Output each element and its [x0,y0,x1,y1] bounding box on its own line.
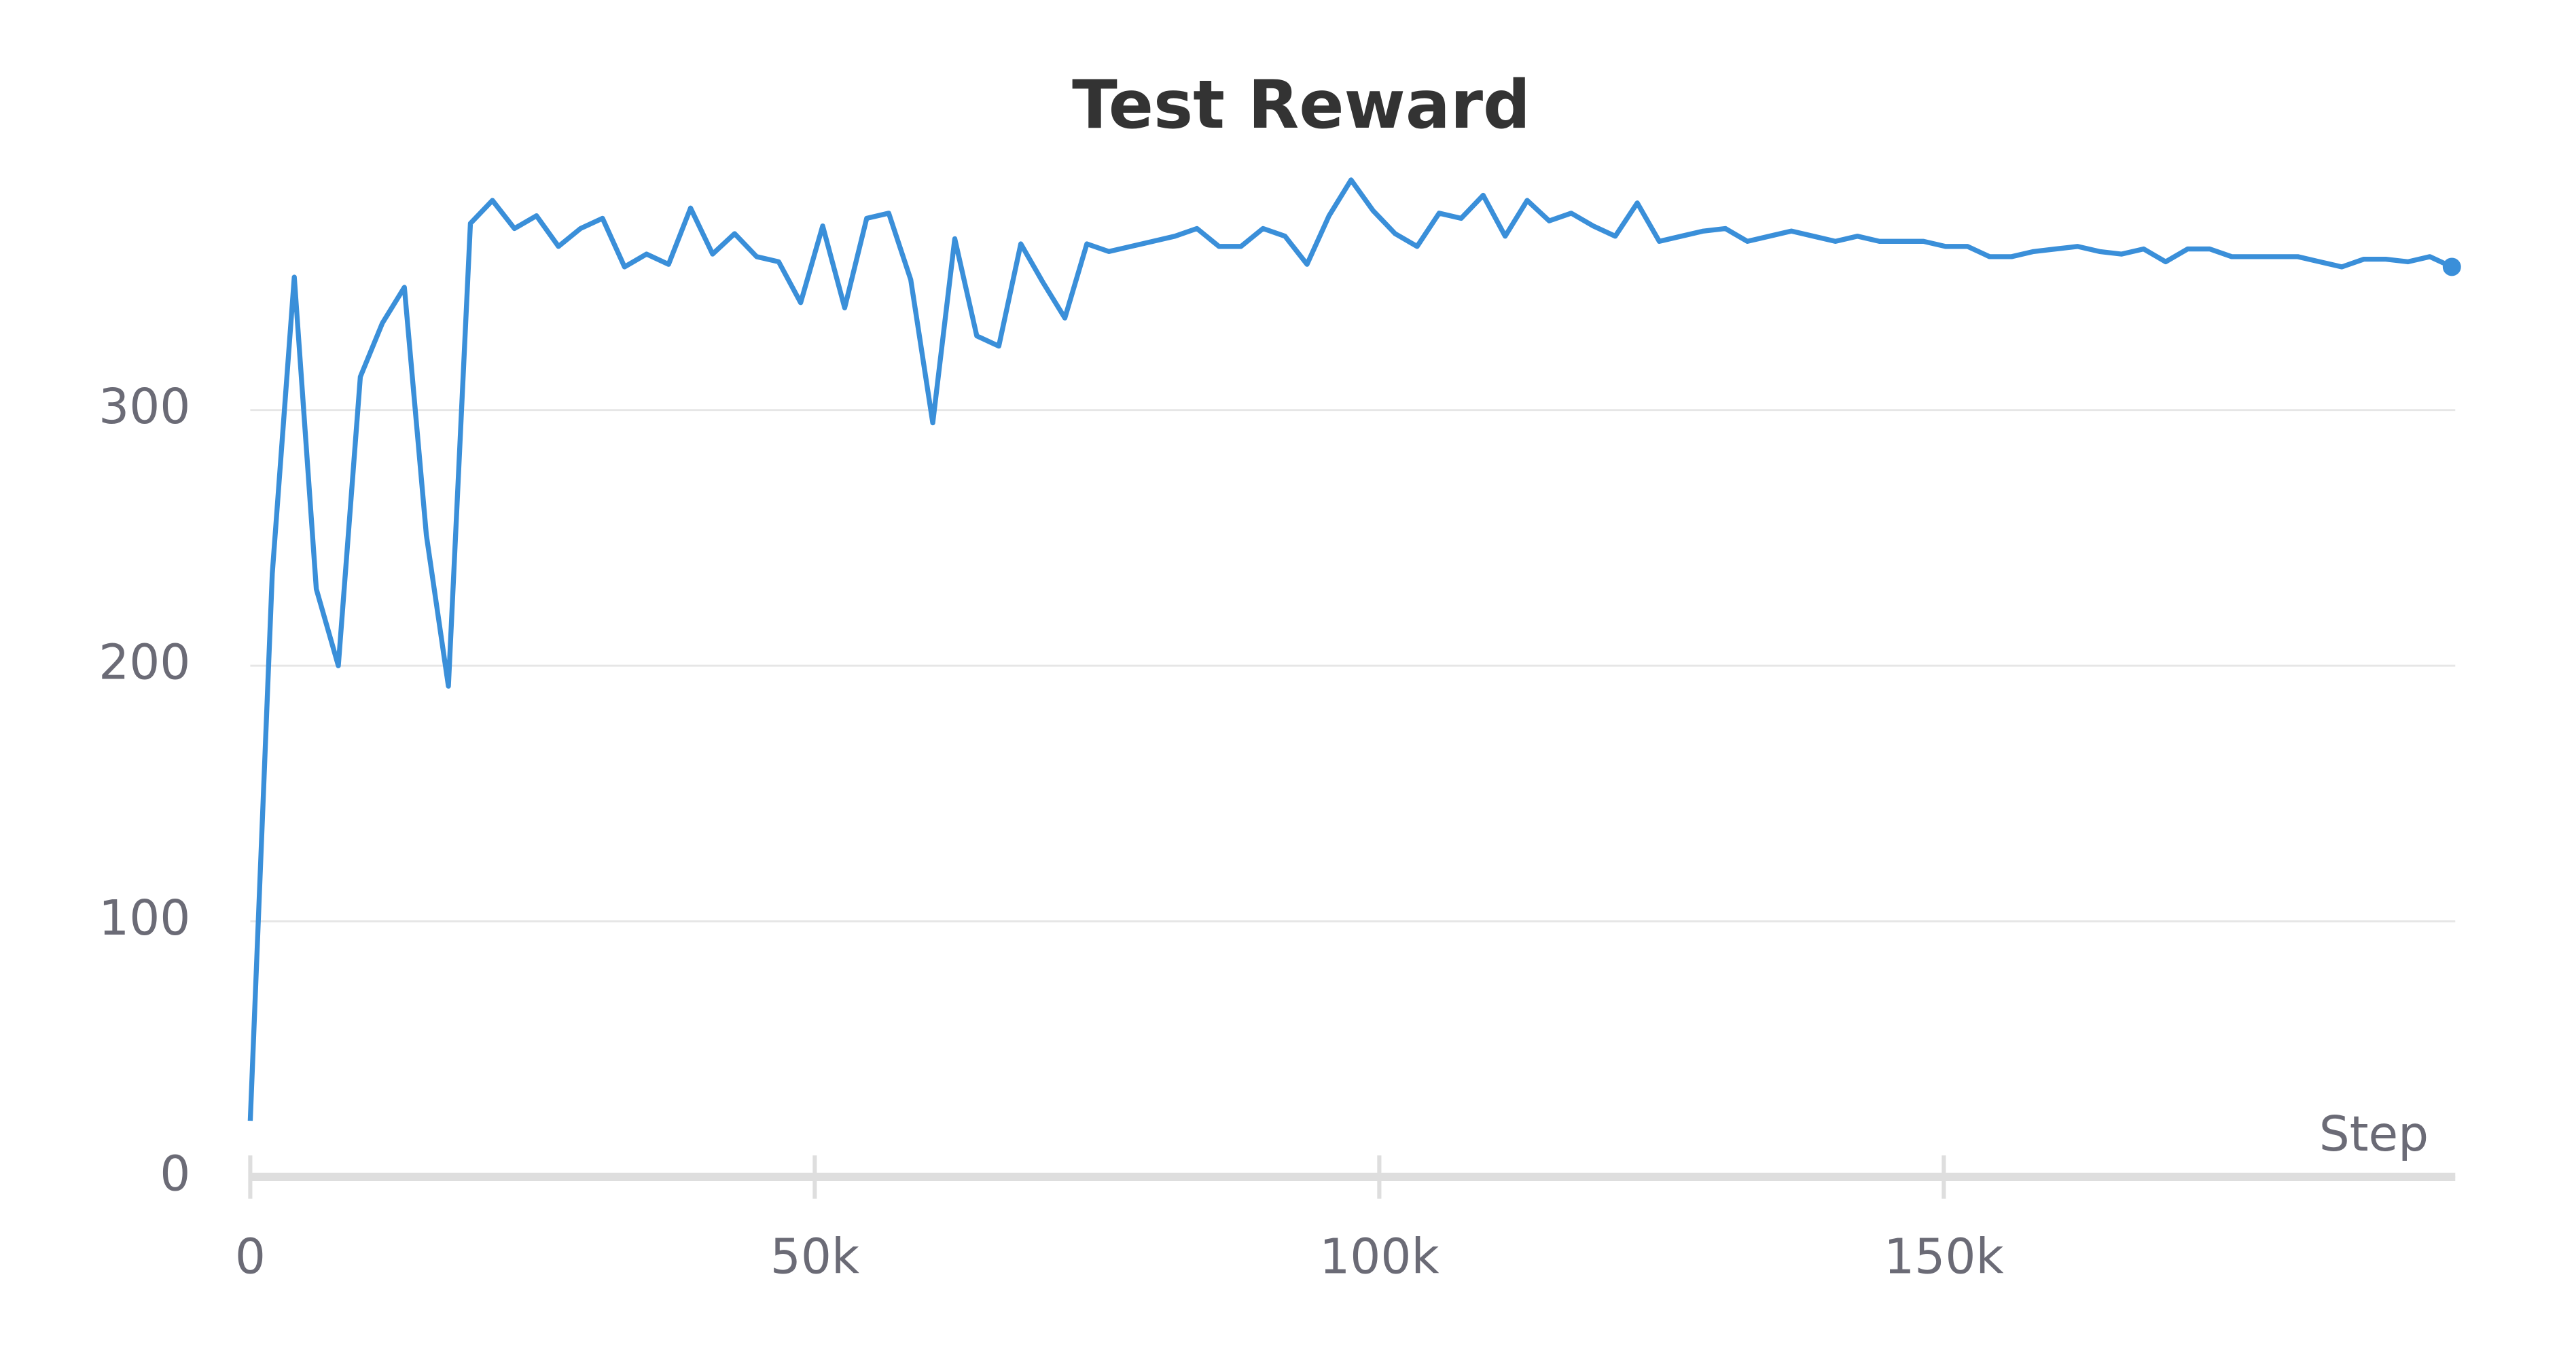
y-tick-label: 0 [160,1145,190,1202]
x-tick-label: 100k [1319,1229,1439,1285]
x-tick-label: 0 [235,1229,266,1285]
y-tick-label: 100 [99,890,190,946]
x-tick-label: 50k [770,1229,859,1285]
series-line [247,177,2453,1121]
x-tick-label: 150k [1884,1229,2003,1285]
chart-title: Test Reward [1072,67,1531,144]
y-tick-label: 200 [99,634,190,691]
end-point [2442,257,2461,276]
x-axis-label: Step [2319,1106,2429,1162]
y-tick-label: 300 [99,378,190,435]
